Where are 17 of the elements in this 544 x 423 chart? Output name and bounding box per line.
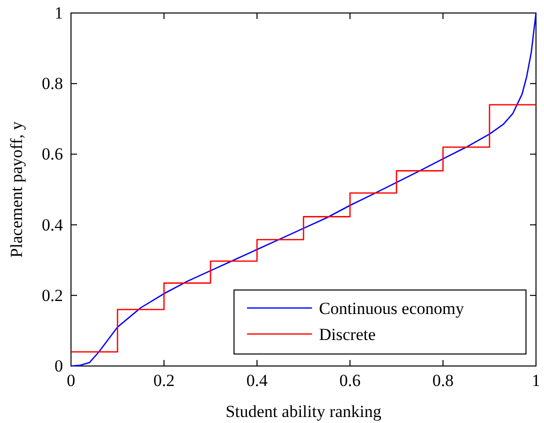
- y-tick-label: 1: [54, 3, 63, 22]
- y-tick-label: 0.2: [42, 286, 63, 305]
- y-tick-label: 0.4: [42, 215, 64, 234]
- y-axis-title: Placement payoff, y: [7, 120, 26, 258]
- legend-label: Discrete: [319, 325, 376, 344]
- x-tick-label: 0.8: [432, 371, 454, 390]
- x-axis-title: Student ability ranking: [226, 402, 382, 421]
- legend-label: Continuous economy: [319, 299, 464, 318]
- y-tick-label: 0: [54, 356, 63, 376]
- x-tick-label: 0.4: [246, 371, 268, 390]
- y-tick-label: 0.6: [42, 144, 63, 164]
- y-tick-label: 0.8: [42, 74, 63, 94]
- x-tick-label: 0.6: [339, 371, 361, 390]
- line-series: [70, 12, 537, 367]
- x-tick-label: 1: [532, 371, 540, 390]
- x-tick-label: 0.2: [153, 371, 175, 390]
- x-tick-label: 0: [66, 371, 76, 390]
